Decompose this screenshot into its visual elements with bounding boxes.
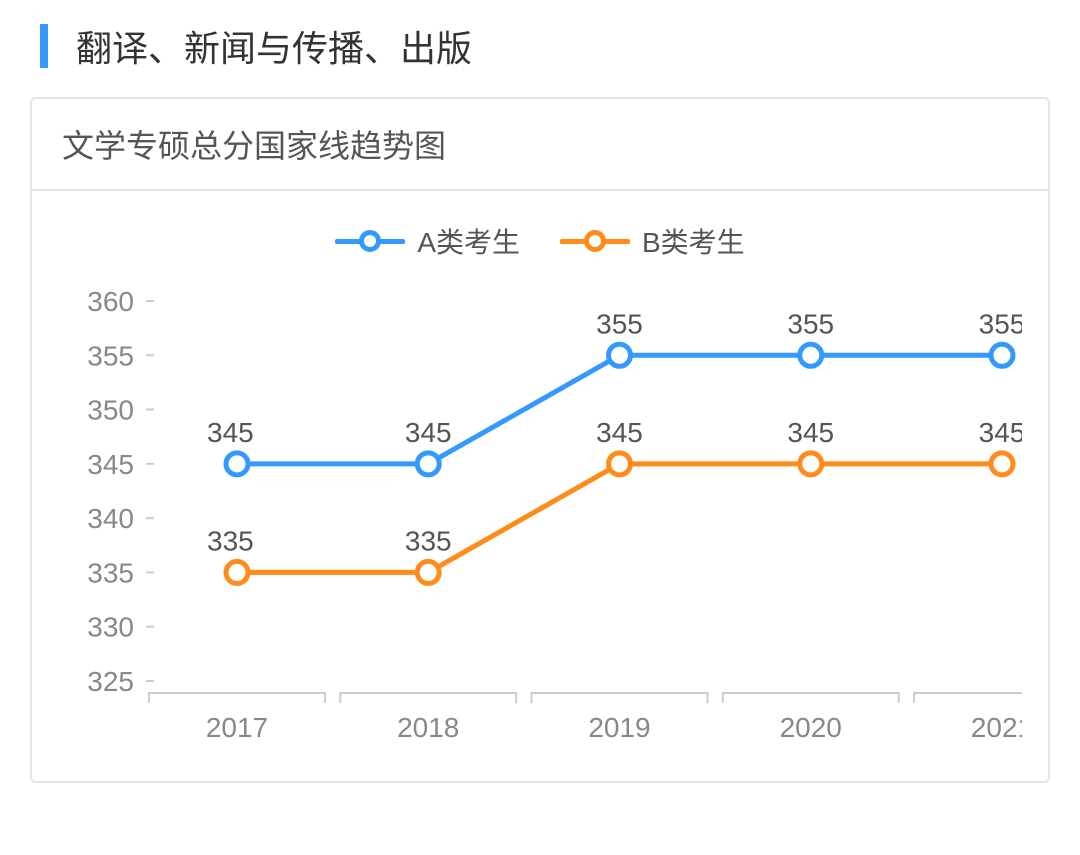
svg-text:350: 350 [87,395,134,426]
title-accent-bar [40,24,48,68]
chart-card: 文学专硕总分国家线趋势图 A类考生 B类考生 325 330 335 340 345 35… [30,97,1050,783]
plot-area: 325 330 335 340 345 350 355 360 2017 2018 2019 2020… [62,271,1018,751]
svg-text:2017: 2017 [206,712,268,743]
legend-item-b: B类考生 [560,221,745,261]
svg-text:345: 345 [787,417,834,448]
chart-title: 文学专硕总分国家线趋势图 [32,99,1048,191]
page-title-row: 翻译、新闻与传播、出版 [0,0,1080,97]
svg-text:325: 325 [87,666,134,697]
line-chart-svg: 325 330 335 340 345 350 355 360 2017 2018 2019 2020… [62,271,1022,751]
svg-text:345: 345 [979,417,1022,448]
legend-item-a: A类考生 [335,221,520,261]
svg-text:335: 335 [207,525,254,556]
svg-text:335: 335 [87,557,134,588]
svg-text:355: 355 [979,308,1022,339]
chart-body: A类考生 B类考生 325 330 335 340 345 350 355 360 2017 20… [32,191,1048,781]
legend-label-a: A类考生 [417,221,520,261]
svg-text:330: 330 [87,612,134,643]
svg-text:355: 355 [596,308,643,339]
svg-text:360: 360 [87,286,134,317]
page-title: 翻译、新闻与传播、出版 [76,20,472,72]
svg-text:335: 335 [405,525,452,556]
legend-label-b: B类考生 [642,221,745,261]
svg-text:2021: 2021 [971,712,1022,743]
svg-text:355: 355 [787,308,834,339]
legend-swatch-b [560,239,630,244]
svg-text:2020: 2020 [780,712,842,743]
svg-text:345: 345 [405,417,452,448]
svg-text:355: 355 [87,340,134,371]
legend-swatch-a [335,239,405,244]
legend: A类考生 B类考生 [62,221,1018,261]
svg-text:2019: 2019 [588,712,650,743]
svg-text:345: 345 [207,417,254,448]
svg-text:345: 345 [596,417,643,448]
svg-text:2018: 2018 [397,712,459,743]
svg-text:340: 340 [87,503,134,534]
svg-text:345: 345 [87,449,134,480]
